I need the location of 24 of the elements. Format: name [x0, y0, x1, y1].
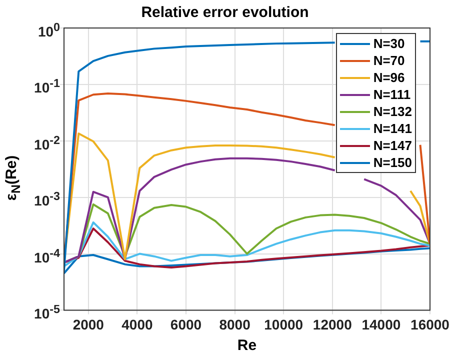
legend-label: N=150	[373, 155, 412, 170]
x-tick-label: 12000	[312, 316, 352, 332]
legend-label: N=96	[373, 70, 405, 85]
x-tick-label: 10000	[264, 316, 304, 332]
legend-label: N=141	[373, 121, 412, 136]
y-tick-label: 10$^{-1}$	[34, 76, 60, 96]
x-axis-title: Re	[237, 337, 257, 354]
chart-title: Relative error evolution	[141, 4, 309, 22]
x-tick-label: 2000	[72, 316, 104, 332]
legend-label: N=30	[373, 36, 405, 51]
y-tick-label: 10$^{-4}$	[34, 246, 60, 266]
x-tick-label: 14000	[362, 316, 401, 332]
x-tick-label: 8000	[219, 316, 251, 332]
legend-label: N=70	[373, 53, 405, 68]
y-tick-label: 10$^{-3}$	[34, 189, 60, 209]
y-tick-label: 10$^{-2}$	[34, 132, 60, 153]
x-tick-label: 16000	[410, 316, 450, 332]
y-tick-label: 10$^{-5}$	[34, 302, 60, 322]
y-tick-label: 10$^{0}$	[38, 20, 60, 40]
legend-label: N=147	[373, 138, 412, 153]
x-tick-label: 4000	[122, 316, 153, 332]
legend-label: N=111	[373, 87, 411, 102]
legend-label: N=132	[373, 104, 412, 119]
x-tick-label: 6000	[170, 316, 202, 332]
